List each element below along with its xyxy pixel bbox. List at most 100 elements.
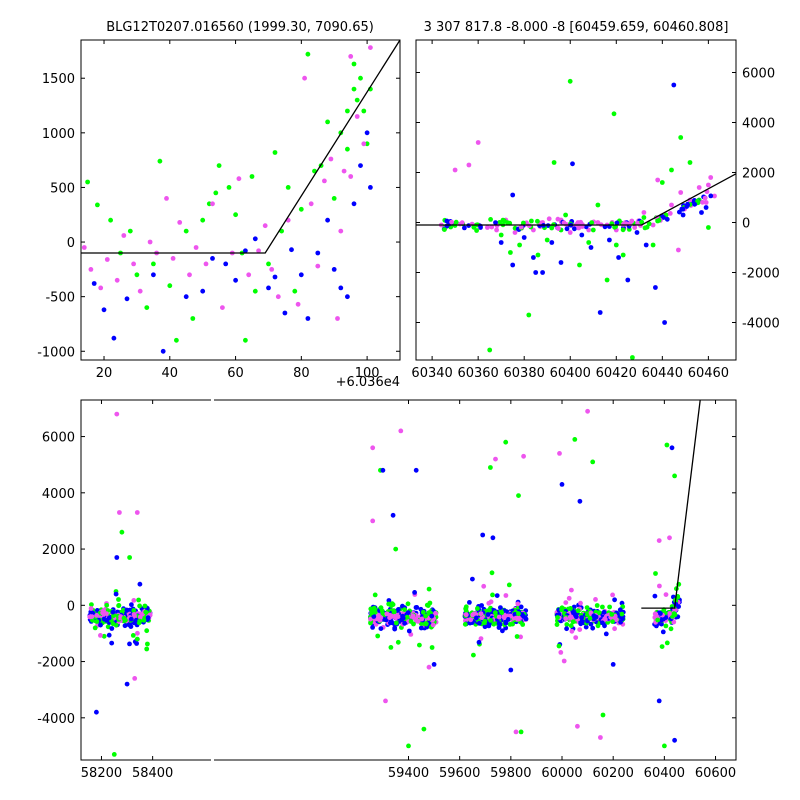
- blue-point: [371, 614, 377, 619]
- blue-point: [564, 226, 570, 232]
- blue-point: [577, 498, 583, 504]
- magenta-point: [452, 167, 458, 173]
- green-point: [134, 636, 140, 642]
- magenta-point: [558, 650, 564, 655]
- magenta-point: [567, 230, 573, 235]
- magenta-point: [348, 174, 354, 179]
- green-point: [95, 202, 100, 208]
- x-tick-label: 60200: [593, 766, 634, 781]
- green-point: [611, 111, 617, 117]
- blue-point: [429, 613, 435, 619]
- green-point: [393, 546, 399, 552]
- magenta-point: [370, 518, 376, 524]
- magenta-point: [557, 451, 562, 456]
- green-point: [116, 603, 121, 609]
- x-tick-label: 58400: [132, 766, 173, 781]
- green-point: [174, 337, 179, 343]
- blue-point: [540, 270, 545, 275]
- magenta-point: [275, 294, 281, 300]
- magenta-point: [569, 628, 575, 634]
- x-tick-label: 58200: [81, 766, 122, 781]
- x-tick-label: 100: [355, 366, 380, 381]
- magenta-point: [593, 597, 598, 602]
- x-tick-label: 59400: [388, 766, 429, 781]
- magenta-point: [328, 156, 334, 162]
- green-point: [200, 217, 206, 223]
- green-point: [600, 604, 605, 610]
- green-point: [589, 220, 595, 226]
- green-point: [141, 617, 147, 623]
- green-point: [607, 604, 612, 610]
- green-point: [594, 603, 600, 608]
- green-point: [630, 355, 635, 360]
- blue-point: [480, 532, 486, 538]
- green-point: [488, 618, 494, 623]
- blue-point: [677, 209, 682, 215]
- blue-point: [122, 623, 128, 629]
- chart-top-right-title: 3 307 817.8 -8.000 -8 [60459.659, 60460.…: [424, 20, 729, 35]
- blue-point: [113, 591, 119, 597]
- magenta-point: [610, 592, 615, 598]
- magenta-point: [578, 600, 583, 606]
- chart-top-right-axes: 60340 60360 60380 60400 60420 60440 60460 -4000…: [411, 39, 780, 381]
- magenta-point: [466, 162, 472, 168]
- magenta-point: [568, 614, 574, 620]
- magenta-point: [575, 723, 580, 729]
- blue-point: [124, 296, 130, 302]
- blue-point: [607, 237, 612, 243]
- y-tick-label: -4000: [742, 317, 780, 332]
- green-point: [116, 597, 121, 602]
- green-point: [488, 465, 493, 470]
- blue-point: [413, 605, 419, 610]
- magenta-point: [602, 616, 608, 622]
- green-point: [272, 150, 278, 155]
- blue-point: [114, 555, 120, 560]
- blue-point: [400, 603, 405, 609]
- x-tick-label: 59800: [490, 766, 531, 781]
- blue-point: [583, 624, 589, 630]
- magenta-point: [220, 305, 225, 310]
- magenta-point: [515, 601, 521, 607]
- blue-point: [549, 240, 555, 245]
- magenta-point: [88, 606, 94, 611]
- magenta-point: [131, 612, 137, 617]
- magenta-point: [164, 196, 169, 201]
- green-point: [695, 198, 700, 204]
- blue-point: [109, 640, 115, 646]
- axis-break-top: [211, 398, 214, 403]
- magenta-point: [513, 729, 519, 735]
- green-point: [503, 439, 509, 445]
- green-point: [393, 620, 399, 626]
- green-point: [391, 609, 397, 614]
- y-tick-label: -2000: [742, 267, 780, 282]
- green-point: [556, 643, 562, 649]
- blue-point: [383, 617, 389, 623]
- blue-point: [662, 320, 667, 325]
- blue-point: [500, 628, 505, 634]
- magenta-point: [641, 210, 647, 215]
- green-point: [620, 252, 626, 258]
- green-point: [471, 224, 477, 230]
- green-point: [687, 160, 693, 165]
- blue-point: [498, 240, 504, 245]
- blue-point: [390, 512, 396, 518]
- green-point: [669, 167, 674, 173]
- blue-point: [600, 620, 605, 626]
- y-tick-label: 6000: [742, 67, 775, 82]
- magenta-point: [585, 408, 590, 414]
- magenta-point: [556, 226, 561, 232]
- magenta-point: [98, 285, 104, 291]
- green-point: [668, 626, 674, 632]
- magenta-point: [486, 600, 492, 606]
- blue-point: [591, 613, 597, 619]
- green-point: [501, 218, 507, 224]
- blue-point: [485, 612, 491, 617]
- chart-top-left-x-offset-label: +6.036e4: [336, 375, 400, 390]
- magenta-point: [696, 185, 702, 190]
- blue-point: [617, 607, 623, 613]
- magenta-point: [383, 698, 388, 704]
- blue-point: [368, 185, 373, 190]
- blue-point: [400, 615, 406, 621]
- blue-point: [558, 260, 564, 265]
- chart-bottom-model-line: [641, 400, 701, 609]
